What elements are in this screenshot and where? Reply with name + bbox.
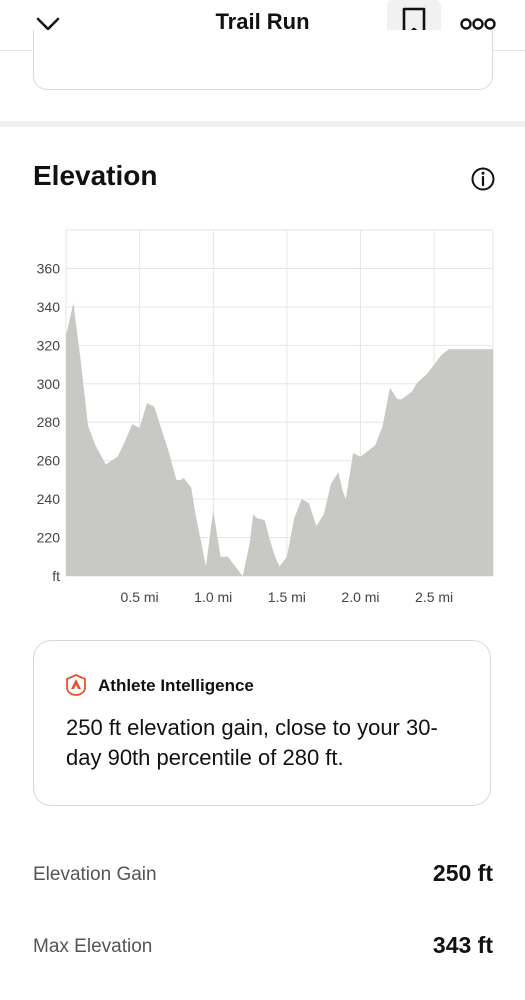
insight-title: Athlete Intelligence <box>98 676 254 695</box>
y-tick-label: 260 <box>37 453 61 469</box>
collapse-button[interactable] <box>30 10 66 40</box>
previous-card <box>33 30 493 90</box>
section-title: Elevation <box>33 160 158 191</box>
stat-row-max-elevation: Max Elevation 343 ft <box>33 930 493 966</box>
info-icon <box>471 167 495 191</box>
y-tick-label: 320 <box>37 337 61 353</box>
stat-row-elevation-gain: Elevation Gain 250 ft <box>33 858 493 894</box>
y-tick-label: 280 <box>37 414 61 430</box>
insight-text: 250 ft elevation gain, close to your 30-… <box>66 715 438 770</box>
x-tick-label: 1.0 mi <box>194 589 232 605</box>
stat-value: 250 ft <box>432 860 493 886</box>
y-unit-label: ft <box>52 568 60 584</box>
section-divider <box>0 121 525 127</box>
x-tick-label: 2.0 mi <box>341 589 379 605</box>
y-tick-label: 220 <box>37 530 61 546</box>
athlete-intelligence-icon <box>66 674 86 696</box>
more-dots-icon <box>460 18 496 30</box>
y-tick-label: 340 <box>37 299 61 315</box>
y-tick-label: 360 <box>37 260 61 276</box>
chevron-down-icon <box>36 17 60 31</box>
y-tick-label: 300 <box>37 376 61 392</box>
elevation-area <box>66 303 493 576</box>
page-title: Trail Run <box>215 9 310 34</box>
x-tick-label: 1.5 mi <box>268 589 306 605</box>
stat-label: Elevation Gain <box>33 864 157 885</box>
y-tick-label: 240 <box>37 491 61 507</box>
info-button[interactable] <box>469 165 497 193</box>
x-tick-label: 0.5 mi <box>121 589 159 605</box>
x-tick-label: 2.5 mi <box>415 589 453 605</box>
stat-label: Max Elevation <box>33 936 153 957</box>
athlete-intelligence-card: Athlete Intelligence 250 ft elevation ga… <box>33 640 491 806</box>
stat-value: 343 ft <box>432 932 493 958</box>
elevation-chart: 360 340 320 300 280 260 240 220 ft 0.5 mi 1.0 mi 1.… <box>37 229 494 605</box>
more-options-button[interactable] <box>458 10 498 38</box>
